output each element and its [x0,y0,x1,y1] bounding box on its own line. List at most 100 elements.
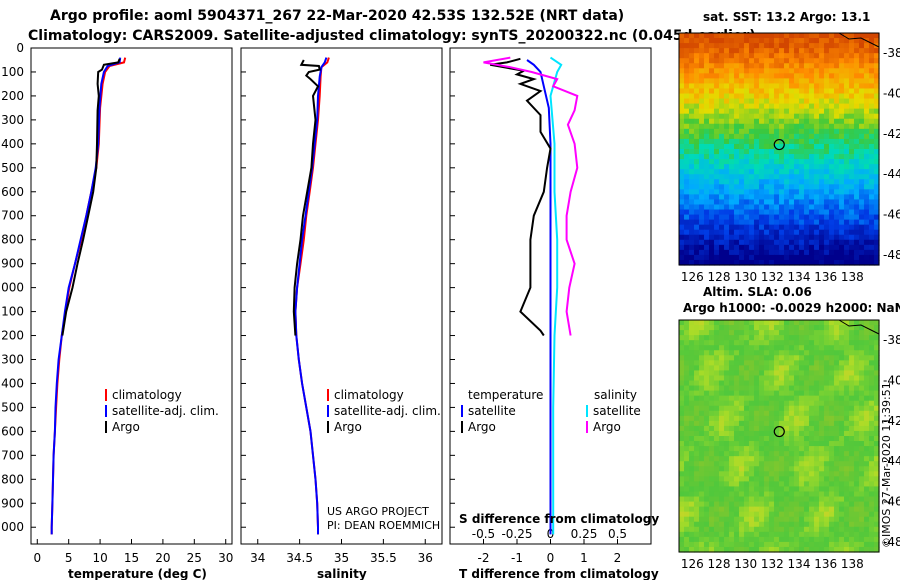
map-cell [744,395,750,402]
map-cell [864,436,870,442]
map-cell [744,63,750,69]
map-cell [734,209,740,216]
map-cell [734,521,740,528]
map-cell [819,360,825,366]
map-cell [799,370,805,377]
map-cell [849,380,855,387]
map-cell [744,370,750,377]
map-cell [754,471,760,477]
map-cell [709,73,715,79]
map-cell [774,436,780,442]
map-cell [704,496,710,503]
map-cell [824,360,830,366]
map-cell [784,73,790,79]
map-cell [844,350,850,356]
map-cell [719,113,725,120]
map-cell [804,229,810,236]
map-cell [809,48,815,54]
map-cell [799,184,805,190]
map-cell [774,320,780,326]
map-cell [854,461,860,467]
map-cell [779,108,785,115]
map-cell [709,410,715,417]
map-cell [834,53,840,59]
map-cell [794,179,800,185]
map-cell [704,73,710,79]
map-cell [704,481,710,488]
map-cell [789,164,795,170]
map-cell [754,159,760,165]
map-cell [839,355,845,361]
map-cell [789,456,795,462]
map-cell [779,113,785,120]
map-cell [769,189,775,195]
map-cell [854,133,860,140]
map-cell [869,541,875,548]
map-cell [699,491,705,498]
map-cell [784,239,790,246]
map-cell [789,234,795,241]
map-cell [749,395,755,402]
map-cell [779,335,785,341]
map-cell [804,93,810,100]
map-cell [854,88,860,95]
map-cell [804,355,810,361]
map-cell [719,108,725,115]
map-cell [709,169,715,175]
map-cell [679,370,685,377]
map-cell [734,340,740,346]
map-cell [714,73,720,79]
map-cell [754,123,760,130]
map-cell [864,335,870,341]
map-cell [719,446,725,452]
map-cell [714,113,720,120]
map-cell [814,189,820,195]
map-cell [789,103,795,110]
map-cell [829,536,835,543]
map-cell [679,390,685,397]
map-cell [804,224,810,231]
map-cell [779,133,785,140]
map-cell [729,536,735,543]
salinity-axis-label: salinity [317,567,367,580]
map-cell [764,476,770,482]
map-cell [819,430,825,437]
map-cell [809,360,815,366]
map-cell [729,526,735,533]
map-cell [794,43,800,49]
map-cell [829,259,835,266]
map-cell [794,53,800,59]
map-cell [824,189,830,195]
map-cell [719,38,725,44]
map-cell [834,436,840,442]
map-cell [844,179,850,185]
map-cell [679,320,685,326]
map-cell [829,466,835,472]
map-cell [739,98,745,105]
map-cell [874,143,880,150]
map-cell [694,325,700,331]
map-cell [849,259,855,266]
map-cell [834,446,840,452]
map-frame [678,319,880,553]
map-cell [714,446,720,452]
map-cell [689,189,695,195]
map-cell [779,179,785,185]
map-cell [684,536,690,543]
series-line [294,57,330,535]
map-cell [689,33,695,39]
map-cell [769,244,775,251]
map-cell [809,229,815,236]
map-cell [769,471,775,477]
map-cell [684,476,690,482]
map-cell [724,219,730,226]
map-cell [854,430,860,437]
map-cell [844,239,850,246]
salinity-panel [240,47,443,545]
map-cell [864,149,870,155]
map-cell [679,461,685,467]
map-cell [704,375,710,382]
map-cell [794,118,800,125]
map-cell [824,405,830,412]
map-cell [789,481,795,488]
